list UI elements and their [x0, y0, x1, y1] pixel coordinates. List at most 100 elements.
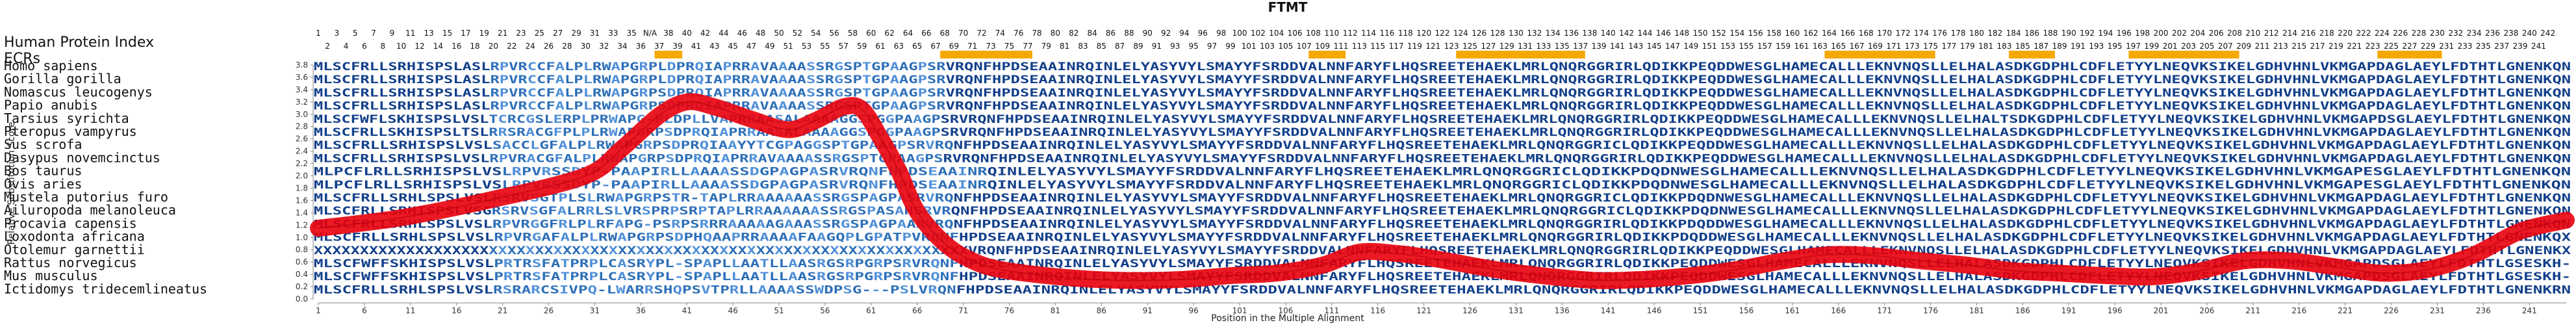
x-tick-label: 136	[1555, 306, 1570, 315]
y-tick-label: 3.2	[296, 98, 308, 107]
index-row1-label: 176	[1932, 29, 1947, 38]
index-row2-label: 119	[1407, 42, 1422, 51]
x-tick-label: 156	[1739, 306, 1753, 315]
index-row2-label: 171	[1886, 42, 1901, 51]
index-row2-label: 73	[986, 42, 996, 51]
index-row2-label: 79	[1041, 42, 1051, 51]
y-tick-label: 0.6	[296, 257, 308, 266]
index-row2-label: 57	[839, 42, 848, 51]
index-row2-label: 195	[2108, 42, 2123, 51]
sequence-alignment: MLSCFRLLSRHISPSLASL R P VR C CF A LP L RW A PG R PL D P…	[314, 60, 2571, 296]
index-row2-label: 16	[452, 42, 461, 51]
index-row1-label: 13	[424, 29, 434, 38]
index-row1-label: 132	[1527, 29, 1542, 38]
index-row1-label: 62	[885, 29, 895, 38]
index-row1-label: 148	[1674, 29, 1689, 38]
sequence-row-6: MLSCFRLLSKHISPSLTSL R R SR A CG F PL P LR W AP G RP S D…	[314, 126, 2571, 139]
index-row1-label: 146	[1656, 29, 1671, 38]
x-tick-label: 241	[2522, 306, 2537, 315]
index-row2-label: 241	[2531, 42, 2546, 51]
index-row1-label: 240	[2522, 29, 2537, 38]
index-row2-label: 115	[1370, 42, 1385, 51]
index-row1-label: 72	[976, 29, 986, 38]
index-row2-label: 61	[875, 42, 885, 51]
index-row1-label: 25	[535, 29, 544, 38]
index-row1-label: 3	[335, 29, 340, 38]
index-row1-label: 110	[1324, 29, 1339, 38]
index-row1-label: 140	[1601, 29, 1616, 38]
x-tick-label: 131	[1509, 306, 1524, 315]
index-row1-label: 238	[2503, 29, 2518, 38]
y-tick-label: 1.4	[296, 208, 308, 217]
chart-title: FTMT	[1268, 0, 1308, 15]
x-tick-label: 86	[1097, 306, 1106, 315]
sequence-row-2: MLSCFRLLSRHISPSLASL R P VR C CF A LP L RW A PG R PL D P…	[314, 73, 2571, 86]
species-label-15: Otolemur garnettii	[4, 242, 145, 257]
x-tick-label: 101	[1232, 306, 1247, 315]
index-row2-label: 85	[1097, 42, 1106, 51]
index-row1-label: 144	[1638, 29, 1653, 38]
x-tick-label: 11	[405, 306, 415, 315]
index-row2-label: 30	[581, 42, 591, 51]
index-row1-label: 64	[903, 29, 913, 38]
index-row2-label: 181	[1978, 42, 1993, 51]
index-row2-label: 49	[765, 42, 774, 51]
index-row1-label: 226	[2393, 29, 2408, 38]
species-label-18: Ictidomys tridecemlineatus	[4, 281, 207, 296]
index-row2-label: 227	[2402, 42, 2417, 51]
index-row2-label: 105	[1278, 42, 1293, 51]
index-row2-label: 175	[1923, 42, 1938, 51]
sequence-row-8: MLSCFRLLSRHISPSLVSL R P VR A CG F AL P LR W AP G RP S D…	[314, 152, 2571, 165]
y-tick-label: 2.8	[296, 122, 308, 131]
species-label-5: Tarsius syrichta	[4, 110, 129, 126]
ecr-bar-3	[1308, 51, 1346, 58]
index-row1-label: 222	[2356, 29, 2371, 38]
index-row1-label: 40	[682, 29, 692, 38]
index-row2-label: 34	[617, 42, 627, 51]
y-tick-label: 0.2	[296, 282, 308, 291]
index-row2-label: 95	[1188, 42, 1198, 51]
index-row2-label: 63	[894, 42, 904, 51]
sequence-row-14: MLSCFRLLSRHLSPSLVSL R P VR G AF A LP L RW A PG R PS D P…	[314, 231, 2571, 244]
index-row1-label: 180	[1969, 29, 1984, 38]
x-tick-label: 236	[2476, 306, 2491, 315]
index-row1-label: 228	[2412, 29, 2427, 38]
index-row1-label: 104	[1269, 29, 1284, 38]
y-tick-label: 3.8	[296, 60, 308, 70]
index-row1-label: 206	[2209, 29, 2224, 38]
species-label-10: Ovis aries	[4, 176, 82, 192]
x-tick-label: 91	[1143, 306, 1153, 315]
index-row2-label: 109	[1315, 42, 1330, 51]
species-label-8: Dasypus novemcinctus	[4, 150, 160, 165]
index-row2-label: 129	[1499, 42, 1514, 51]
index-row2-label: 233	[2458, 42, 2473, 51]
index-row2-label: 225	[2384, 42, 2399, 51]
index-row1-label: 170	[1877, 29, 1892, 38]
index-row1-label: 15	[442, 29, 452, 38]
y-axis: 0.0 0.2 0.4 0.6 0.8 1.0 1.2 1.4 1.6 1.8 2.0 2.2 2.4 2…	[296, 60, 314, 304]
index-row1-label: 100	[1232, 29, 1247, 38]
index-row1-label: 166	[1840, 29, 1855, 38]
species-label-1: Homo sapiens	[4, 58, 98, 73]
index-row1-label: 84	[1088, 29, 1097, 38]
index-row1-label: N/A	[643, 29, 657, 38]
index-row2-label: 107	[1297, 42, 1312, 51]
x-tick-label: 191	[2061, 306, 2076, 315]
index-row2-label: 209	[2236, 42, 2251, 51]
x-tick-label: 151	[1693, 306, 1708, 315]
x-tick-label: 116	[1370, 306, 1385, 315]
index-row1-label: 198	[2135, 29, 2150, 38]
index-row1-label: 50	[774, 29, 784, 38]
index-row1-label: 120	[1416, 29, 1431, 38]
index-row1-label: 188	[2043, 29, 2058, 38]
y-tick-label: 0.8	[296, 245, 308, 254]
index-row2-label: 77	[1023, 42, 1032, 51]
x-tick-label: 121	[1416, 306, 1431, 315]
index-row2-label: 6	[362, 42, 367, 51]
y-tick-label: 3.0	[296, 110, 308, 119]
index-row1-label: 29	[571, 29, 581, 38]
index-row1-label: 230	[2430, 29, 2445, 38]
index-row2-label: 67	[930, 42, 940, 51]
x-tick-label: 231	[2430, 306, 2445, 315]
species-label-4: Papio anubis	[4, 98, 98, 113]
